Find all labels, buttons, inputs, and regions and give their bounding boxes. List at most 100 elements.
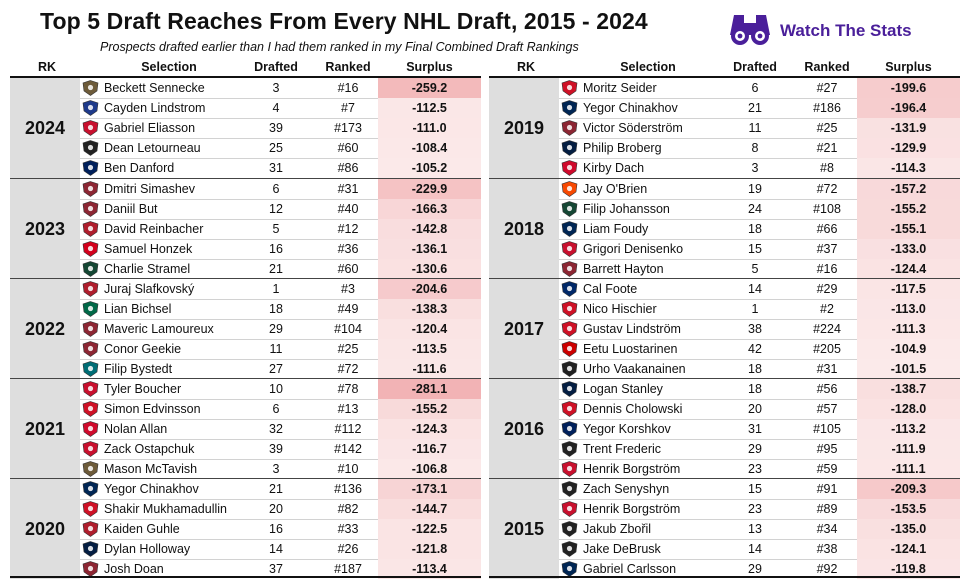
team-logo-icon — [82, 261, 99, 277]
year-label: 2016 — [489, 379, 559, 479]
ranked-value: #27 — [816, 81, 838, 95]
team-logo-icon — [561, 261, 578, 277]
surplus-value: -119.8 — [857, 559, 960, 579]
year-label: 2022 — [10, 279, 80, 379]
surplus-value: -131.9 — [857, 118, 960, 138]
ranked-value: #36 — [337, 242, 359, 256]
surplus-value: -113.5 — [378, 339, 481, 359]
surplus-value: -229.9 — [378, 179, 481, 199]
table-row: Henrik Borgström 23 #59 -111.1 — [559, 459, 960, 479]
column-header-surplus: Surplus — [885, 60, 932, 74]
year-label: 2018 — [489, 179, 559, 279]
year-label: 2019 — [489, 78, 559, 178]
row-divider — [80, 499, 481, 500]
team-logo-icon — [82, 160, 99, 176]
row-divider — [80, 519, 481, 520]
drafted-value: 18 — [748, 362, 762, 376]
player-name: Yegor Chinakhov — [583, 101, 678, 115]
drafted-value: 18 — [748, 222, 762, 236]
ranked-value: #25 — [337, 342, 359, 356]
table-row: Trent Frederic 29 #95 -111.9 — [559, 439, 960, 459]
drafted-value: 24 — [748, 202, 762, 216]
team-logo-icon — [561, 401, 578, 417]
team-logo-icon — [82, 201, 99, 217]
player-name: Nico Hischier — [583, 302, 657, 316]
team-logo-icon — [561, 541, 578, 557]
drafted-value: 31 — [748, 422, 762, 436]
year-group-2015: 2015 Zach Senyshyn 15 #91 -209.3 Henrik Borgs… — [489, 478, 960, 579]
player-name: Dennis Cholowski — [583, 402, 683, 416]
surplus-value: -111.1 — [857, 459, 960, 479]
surplus-value: -144.7 — [378, 499, 481, 519]
drafted-value: 6 — [272, 402, 280, 416]
surplus-value: -121.8 — [378, 539, 481, 559]
surplus-value: -113.2 — [857, 419, 960, 439]
row-divider — [559, 98, 960, 99]
player-name: Yegor Chinakhov — [104, 482, 199, 496]
drafted-value: 21 — [748, 101, 762, 115]
team-logo-icon — [561, 281, 578, 297]
drafted-value: 16 — [269, 242, 283, 256]
table-row: Henrik Borgström 23 #89 -153.5 — [559, 499, 960, 519]
table-row: Gabriel Eliasson 39 #173 -111.0 — [80, 118, 481, 138]
ranked-value: #21 — [816, 141, 838, 155]
row-divider — [559, 219, 960, 220]
team-logo-icon — [82, 181, 99, 197]
row-divider — [559, 539, 960, 540]
ranked-value: #187 — [334, 562, 362, 576]
player-name: Ben Danford — [104, 161, 175, 175]
drafted-value: 14 — [748, 542, 762, 556]
table-row: Eetu Luostarinen 42 #205 -104.9 — [559, 339, 960, 359]
player-name: Gabriel Eliasson — [104, 121, 196, 135]
drafted-value: 3 — [272, 462, 280, 476]
surplus-value: -173.1 — [378, 479, 481, 499]
player-name: Eetu Luostarinen — [583, 342, 678, 356]
drafted-value: 5 — [272, 222, 280, 236]
team-logo-icon — [82, 321, 99, 337]
row-divider — [80, 138, 481, 139]
surplus-value: -138.7 — [857, 379, 960, 399]
row-divider — [80, 219, 481, 220]
drafted-value: 12 — [269, 202, 283, 216]
team-logo-icon — [561, 181, 578, 197]
ranked-value: #89 — [816, 502, 838, 516]
drafted-value: 5 — [751, 262, 759, 276]
surplus-value: -259.2 — [378, 78, 481, 98]
team-logo-icon — [82, 501, 99, 517]
ranked-value: #40 — [337, 202, 359, 216]
table-row: Gabriel Carlsson 29 #92 -119.8 — [559, 559, 960, 579]
drafted-value: 18 — [269, 302, 283, 316]
player-name: David Reinbacher — [104, 222, 204, 236]
ranked-value: #86 — [337, 161, 359, 175]
ranked-value: #57 — [816, 402, 838, 416]
player-name: Gabriel Carlsson — [583, 562, 677, 576]
team-logo-icon — [561, 201, 578, 217]
player-name: Lian Bichsel — [104, 302, 172, 316]
player-name: Jake DeBrusk — [583, 542, 661, 556]
surplus-value: -104.9 — [857, 339, 960, 359]
ranked-value: #26 — [337, 542, 359, 556]
surplus-value: -120.4 — [378, 319, 481, 339]
year-label: 2021 — [10, 379, 80, 479]
surplus-value: -133.0 — [857, 239, 960, 259]
team-logo-icon — [82, 120, 99, 136]
ranked-value: #142 — [334, 442, 362, 456]
surplus-value: -155.2 — [378, 399, 481, 419]
drafted-value: 39 — [269, 442, 283, 456]
surplus-value: -108.4 — [378, 138, 481, 158]
team-logo-icon — [82, 241, 99, 257]
column-header-selection: Selection — [141, 60, 197, 74]
drafted-value: 21 — [269, 262, 283, 276]
row-divider — [559, 138, 960, 139]
player-name: Maveric Lamoureux — [104, 322, 214, 336]
surplus-value: -116.7 — [378, 439, 481, 459]
header-divider — [10, 76, 481, 78]
ranked-value: #82 — [337, 502, 359, 516]
table-row: Maveric Lamoureux 29 #104 -120.4 — [80, 319, 481, 339]
row-divider — [559, 459, 960, 460]
player-name: Trent Frederic — [583, 442, 662, 456]
ranked-value: #25 — [816, 121, 838, 135]
year-label: 2024 — [10, 78, 80, 178]
surplus-value: -122.5 — [378, 519, 481, 539]
team-logo-icon — [82, 221, 99, 237]
